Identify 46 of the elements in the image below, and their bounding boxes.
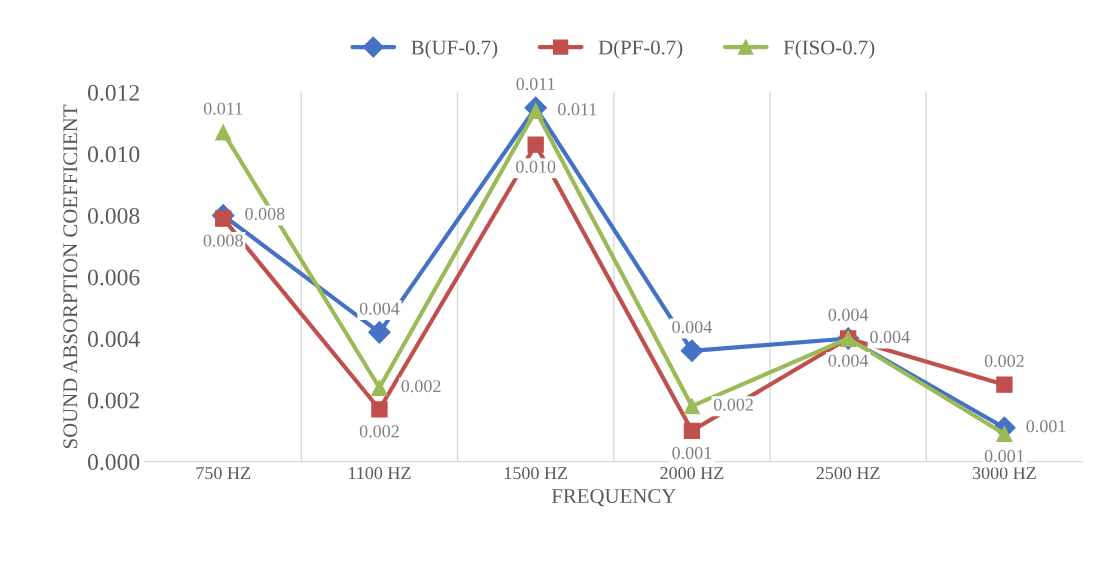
y-tick-label: 0.006	[87, 269, 140, 286]
data-label: 0.004	[672, 320, 712, 334]
data-label: 0.001	[984, 449, 1024, 463]
x-tick-label: 2500 HZ	[816, 466, 880, 480]
point	[215, 124, 232, 141]
data-label: 0.004	[828, 308, 869, 321]
data-label: 0.008	[203, 234, 243, 247]
x-tick-label: 3000 HZ	[972, 466, 1036, 480]
x-tick-label: 1100 HZ	[349, 466, 411, 480]
point	[996, 376, 1013, 393]
y-tick-label: 0.002	[87, 392, 139, 409]
y-axis-title: SOUND ABSORPTION COEFFICIENT	[63, 104, 78, 449]
legend-label: F(ISO-0.7)	[783, 39, 875, 59]
point	[680, 339, 704, 363]
x-tick-label: 750 HZ	[196, 466, 251, 480]
data-label: 0.002	[984, 354, 1024, 368]
legend-label: D(PF-0.7)	[598, 39, 683, 59]
x-axis-title: FREQUENCY	[551, 489, 676, 507]
data-label: 0.002	[359, 425, 399, 438]
x-tick-label: 1500 HZ	[504, 466, 568, 480]
data-label: 0.001	[1026, 420, 1066, 433]
y-tick-label: 0.004	[87, 331, 140, 348]
x-tick-label: 2000 HZ	[660, 466, 724, 480]
data-label: 0.011	[558, 103, 597, 116]
point	[371, 379, 388, 396]
data-label: 0.004	[870, 330, 910, 344]
point	[683, 422, 701, 439]
y-tick-label: 0.012	[87, 84, 139, 101]
data-label: 0.011	[203, 102, 243, 115]
point	[368, 321, 391, 344]
point	[371, 401, 388, 418]
legend-label: B(UF-0.7)	[411, 39, 498, 59]
data-label: 0.008	[245, 207, 285, 221]
data-label: 0.001	[672, 446, 712, 460]
data-label: 0.004	[359, 302, 400, 315]
data-label: 0.011	[516, 77, 555, 91]
y-tick-label: 0.008	[87, 207, 140, 224]
point	[996, 425, 1013, 443]
point	[683, 398, 701, 415]
data-label: 0.004	[828, 354, 869, 367]
data-label: 0.010	[516, 160, 556, 173]
data-label: 0.002	[713, 398, 753, 411]
point	[527, 136, 544, 153]
y-tick-label: 0.000	[87, 454, 140, 471]
data-label: 0.002	[401, 380, 441, 393]
y-tick-label: 0.010	[87, 146, 140, 163]
